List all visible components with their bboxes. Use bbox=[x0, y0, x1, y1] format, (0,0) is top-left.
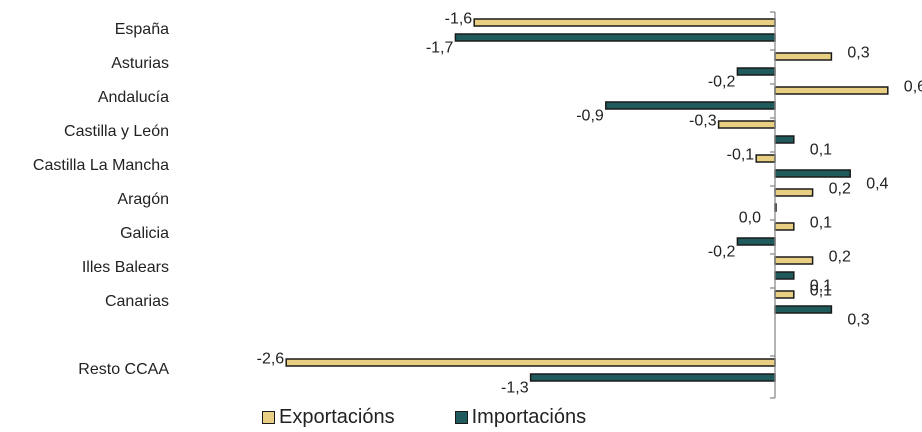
bar-importacions-illes-balears bbox=[774, 271, 795, 280]
value-axis bbox=[770, 11, 776, 399]
value-label-importacions-resto-ccaa: -1,3 bbox=[501, 380, 529, 397]
bar-exportacions-asturias bbox=[774, 52, 833, 61]
value-label-exportacions-aragon: 0,2 bbox=[829, 181, 851, 198]
bar-importacions-espana bbox=[454, 33, 776, 42]
bar-importacions-asturias bbox=[736, 67, 776, 76]
legend-item-exportacions: Exportacións bbox=[262, 406, 395, 429]
category-label-aragon: Aragón bbox=[117, 191, 169, 208]
value-label-importacions-castilla-y-leon: 0,1 bbox=[810, 142, 832, 159]
bar-exportacions-canarias bbox=[774, 290, 795, 299]
value-label-exportacions-andalucia: 0,6 bbox=[904, 79, 922, 96]
category-label-espana: España bbox=[115, 21, 169, 38]
bar-exportacions-andalucia bbox=[774, 86, 889, 95]
value-label-importacions-canarias: 0,3 bbox=[847, 312, 869, 329]
bar-importacions-galicia bbox=[736, 237, 776, 246]
value-label-exportacions-espana: -1,6 bbox=[445, 11, 473, 28]
category-label-asturias: Asturias bbox=[111, 55, 169, 72]
category-label-castilla-la-mancha: Castilla La Mancha bbox=[33, 157, 169, 174]
bar-exportacions-galicia bbox=[774, 222, 795, 231]
value-label-exportacions-canarias: 0,1 bbox=[810, 283, 832, 300]
bar-exportacions-illes-balears bbox=[774, 256, 814, 265]
bar-chart: España -1,6 -1,7 Asturias 0,3 -0,2 Andalucía 0,… bbox=[33, 11, 922, 399]
value-label-exportacions-castilla-y-leon: -0,3 bbox=[689, 113, 717, 130]
legend: Exportacións Importacións bbox=[262, 406, 586, 429]
bar-exportacions-espana bbox=[473, 18, 776, 27]
legend-label-exportacions: Exportacións bbox=[279, 406, 395, 428]
bar-importacions-castilla-la-mancha bbox=[774, 169, 851, 178]
bar-exportacions-castilla-la-mancha bbox=[755, 154, 776, 163]
value-label-importacions-aragon: 0,0 bbox=[739, 210, 761, 227]
value-label-exportacions-castilla-la-mancha: -0,1 bbox=[727, 147, 755, 164]
legend-label-importacions: Importacións bbox=[471, 406, 587, 428]
value-label-importacions-galicia: -0,2 bbox=[708, 244, 736, 261]
bar-importacions-andalucia bbox=[605, 101, 776, 110]
bar-importacions-castilla-y-leon bbox=[774, 135, 795, 144]
legend-swatch-exportacions bbox=[262, 411, 275, 424]
value-label-importacions-illes-balears: 0,1 bbox=[810, 278, 832, 295]
category-label-resto-ccaa: Resto CCAA bbox=[78, 361, 169, 378]
bar-importacions-canarias bbox=[774, 305, 833, 314]
value-label-importacions-espana: -1,7 bbox=[426, 40, 454, 57]
category-label-galicia: Galicia bbox=[120, 225, 169, 242]
bar-importacions-resto-ccaa bbox=[529, 373, 776, 382]
bar-exportacions-resto-ccaa bbox=[285, 358, 776, 367]
category-label-andalucia: Andalucía bbox=[98, 89, 169, 106]
legend-item-importacions: Importacións bbox=[454, 406, 587, 429]
value-label-exportacions-illes-balears: 0,2 bbox=[829, 249, 851, 266]
value-label-importacions-andalucia: -0,9 bbox=[576, 108, 604, 125]
legend-swatch-importacions bbox=[454, 411, 468, 424]
labels-layer: España -1,6 -1,7 Asturias 0,3 -0,2 Andalucía 0,… bbox=[33, 11, 922, 397]
value-label-importacions-castilla-la-mancha: 0,4 bbox=[866, 176, 888, 193]
category-label-canarias: Canarias bbox=[105, 293, 169, 310]
value-label-exportacions-asturias: 0,3 bbox=[847, 45, 869, 62]
value-label-importacions-asturias: -0,2 bbox=[708, 74, 736, 91]
bar-exportacions-aragon bbox=[774, 188, 814, 197]
category-label-illes-balears: Illes Balears bbox=[82, 259, 169, 276]
bars-layer bbox=[285, 18, 889, 382]
value-label-exportacions-resto-ccaa: -2,6 bbox=[257, 351, 285, 368]
value-label-exportacions-galicia: 0,1 bbox=[810, 215, 832, 232]
bar-exportacions-castilla-y-leon bbox=[717, 120, 776, 129]
category-label-castilla-y-leon: Castilla y León bbox=[64, 123, 169, 140]
